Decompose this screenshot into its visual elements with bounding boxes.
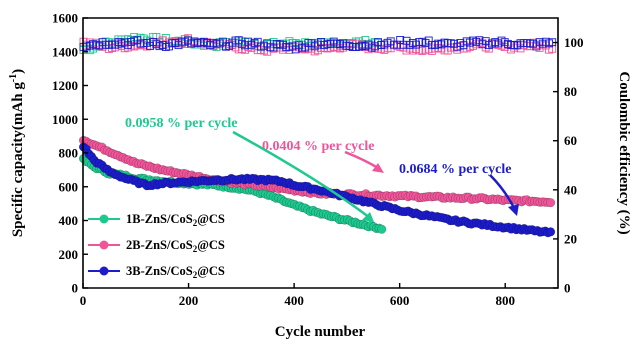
x-tick-label: 600 (390, 293, 410, 308)
annotation-3b: 0.0684 % per cycle (399, 162, 512, 177)
legend-label-1b: 1B-ZnS/CoS2@CS (126, 212, 225, 228)
y-axis-ticks: 0 200 400 600 800 1000 1200 1400 1600 (52, 11, 88, 296)
y-tick-label: 0 (72, 281, 79, 296)
y-tick-label: 1200 (52, 78, 78, 93)
arrow-3b-head (508, 204, 519, 216)
legend: 1B-ZnS/CoS2@CS 2B-ZnS/CoS2@CS 3B-ZnS/CoS… (88, 212, 225, 280)
legend-label-2b: 2B-ZnS/CoS2@CS (126, 238, 225, 254)
capacity-point-3b (546, 227, 556, 237)
x-tick-label: 400 (284, 293, 304, 308)
rate-annotations: 0.0958 % per cycle 0.0404 % per cycle 0.… (125, 116, 519, 222)
legend-marker-2b (99, 240, 109, 250)
arrow-2b (344, 150, 379, 170)
y2-tick-label: 80 (564, 84, 577, 99)
y-tick-label: 200 (59, 247, 79, 262)
y2-tick-label: 0 (564, 281, 571, 296)
y-axis-title: Specific capacity(mAh g-1) (8, 69, 26, 237)
annotation-1b: 0.0958 % per cycle (125, 116, 238, 131)
y2-tick-label: 20 (564, 231, 577, 246)
y2-tick-label: 60 (564, 133, 577, 148)
x-axis-ticks: 0 200 400 600 800 (80, 283, 515, 308)
y2-axis-title: Coulombic efficiency (%) (616, 71, 630, 234)
legend-label-3b: 3B-ZnS/CoS2@CS (126, 264, 225, 280)
x-tick-label: 0 (80, 293, 87, 308)
y-tick-label: 400 (59, 213, 79, 228)
arrow-1b-head (362, 212, 374, 222)
x-tick-label: 800 (495, 293, 515, 308)
efficiency-points (79, 32, 557, 56)
y-tick-label: 1400 (52, 44, 78, 59)
y2-axis-ticks: 0 20 40 60 80 100 (553, 35, 584, 296)
y2-tick-label: 40 (564, 182, 577, 197)
annotation-2b: 0.0404 % per cycle (262, 139, 375, 154)
y-tick-label: 800 (59, 146, 79, 161)
x-axis-title: Cycle number (275, 324, 366, 340)
legend-marker-1b (99, 214, 109, 224)
y-tick-label: 1000 (52, 112, 78, 127)
x-tick-label: 200 (179, 293, 199, 308)
legend-marker-3b (99, 266, 109, 276)
arrow-1b (232, 130, 371, 219)
y-tick-label: 1600 (52, 11, 78, 26)
arrow-2b-head (372, 163, 384, 173)
capacity-point-2b (546, 198, 556, 208)
y-tick-label: 600 (59, 179, 79, 194)
y2-tick-label: 100 (564, 35, 584, 50)
arrow-3b (489, 174, 516, 209)
capacity-point-1b (377, 224, 387, 234)
